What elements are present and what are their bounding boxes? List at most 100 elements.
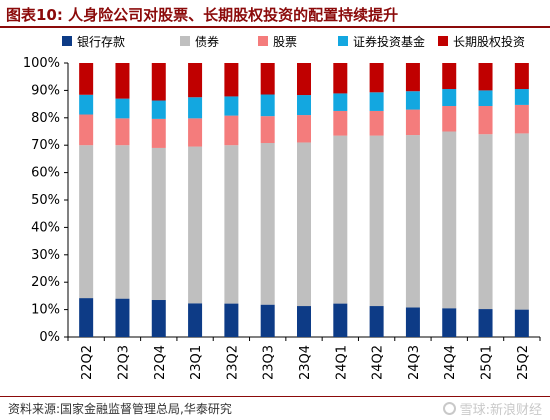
watermark: 雪球:新浪财经: [442, 399, 542, 418]
bar-segment: [151, 300, 166, 337]
legend-item: 股票: [258, 33, 297, 49]
bar-segment: [333, 135, 348, 304]
bar-segment: [514, 89, 529, 105]
legend-label: 证券投资基金: [353, 34, 426, 49]
bar-segment: [478, 63, 493, 91]
bar-segment: [260, 143, 275, 305]
bar-segment: [260, 304, 275, 337]
bar-segment: [115, 145, 130, 299]
bar-segment: [188, 118, 203, 147]
bar-segment: [151, 147, 166, 301]
x-tick-label: 23Q1: [189, 345, 204, 380]
legend-label: 长期股权投资: [453, 34, 526, 49]
bar-segment: [297, 115, 311, 143]
y-tick-label: 10%: [31, 303, 60, 318]
bar-segment: [224, 115, 239, 146]
y-tick-label: 60%: [31, 166, 60, 181]
bar-segment: [442, 106, 457, 132]
bar-segment: [151, 63, 166, 101]
legend-swatch: [62, 36, 72, 46]
legend-label: 银行存款: [77, 34, 126, 49]
bar-segment: [369, 92, 384, 111]
bar-segment: [224, 96, 239, 116]
bar-segment: [333, 110, 348, 136]
bar-segment: [369, 306, 384, 337]
bar-segment: [151, 118, 166, 148]
bar-segment: [405, 109, 420, 136]
legend-swatch: [438, 36, 448, 46]
bar-segment: [188, 303, 203, 337]
bar-segment: [442, 131, 457, 309]
bar-segment: [478, 90, 493, 107]
chart-plot: 0% 10% 20% 30% 40% 50% 60% 70% 80% 90% 100% 22Q2 22Q…: [23, 56, 541, 380]
bar-segment: [188, 63, 203, 98]
bar-segment: [260, 63, 275, 95]
bar-segment: [115, 98, 130, 119]
x-tick-label: 22Q2: [80, 345, 95, 380]
bar-segment: [442, 63, 457, 90]
bar-segment: [405, 91, 420, 110]
bar-segment: [369, 110, 384, 136]
title-rule: [0, 26, 550, 28]
legend-item: 长期股权投资: [438, 33, 525, 49]
y-tick-label: 70%: [31, 138, 60, 153]
x-tick-label: 23Q2: [225, 345, 240, 380]
y-tick-label: 30%: [31, 248, 60, 263]
footer: 资料来源:国家金融监督管理总局,华泰研究 雪球:新浪财经: [0, 396, 550, 420]
bar-segment: [115, 63, 130, 99]
bar-segment: [478, 106, 493, 135]
legend-label: 债券: [195, 34, 220, 49]
x-tick-label: 24Q2: [371, 345, 386, 380]
bar-segment: [115, 118, 130, 146]
legend: 银行存款 债券 股票 证券投资基金 长期股权投资: [62, 33, 548, 49]
x-tick-label: 24Q1: [334, 345, 349, 380]
watermark-text: 雪球:新浪财经: [459, 403, 542, 418]
bar-segment: [188, 146, 203, 304]
bar-segment: [514, 309, 529, 337]
bar-segment: [151, 100, 166, 119]
bar-segment: [79, 114, 94, 146]
bar-segment: [79, 63, 94, 95]
bar-segment: [224, 303, 239, 337]
bar-segment: [79, 94, 94, 115]
bar-segment: [297, 95, 311, 116]
bar-segment: [79, 145, 94, 299]
source-note: 资料来源:国家金融监督管理总局,华泰研究: [8, 402, 232, 416]
x-tick-label: 24Q3: [407, 345, 422, 380]
legend-swatch: [180, 36, 190, 46]
title-bar: 图表10: 人身险公司对股票、长期股权投资的配置持续提升: [0, 0, 550, 26]
x-tick-label: 25Q1: [480, 345, 495, 380]
x-tick-label: 24Q4: [443, 345, 458, 380]
bar-segment: [79, 298, 94, 337]
bar-segment: [442, 308, 457, 337]
bar-segment: [224, 63, 239, 97]
bar-segment: [442, 89, 457, 107]
x-tick-label: 22Q4: [153, 345, 168, 380]
x-tick-label: 23Q3: [262, 345, 277, 380]
legend-swatch: [258, 36, 268, 46]
bar-segment: [405, 63, 420, 92]
bar-segment: [297, 142, 311, 307]
x-tick-label: 22Q3: [116, 345, 131, 380]
bar-segment: [405, 135, 420, 308]
bar-segment: [115, 298, 130, 337]
x-tick-label: 23Q4: [298, 345, 313, 380]
bar-segment: [369, 135, 384, 307]
y-tick-label: 80%: [31, 111, 60, 126]
bar-segment: [260, 116, 275, 144]
bar-segment: [297, 63, 311, 96]
legend-item: 银行存款: [62, 33, 125, 49]
bar-segment: [478, 309, 493, 337]
bar-segment: [224, 145, 239, 304]
y-tick-label: 90%: [31, 83, 60, 98]
y-tick-label: 0%: [39, 330, 60, 345]
y-tick-label: 50%: [31, 193, 60, 208]
chart-title: 图表10: 人身险公司对股票、长期股权投资的配置持续提升: [6, 6, 399, 24]
y-tick-label: 40%: [31, 220, 60, 235]
legend-label: 股票: [273, 34, 298, 49]
bar-segment: [333, 93, 348, 111]
bar-segment: [297, 306, 311, 337]
bar-segment: [514, 63, 529, 90]
bar-segment: [514, 133, 529, 310]
y-tick-label: 20%: [31, 275, 60, 290]
